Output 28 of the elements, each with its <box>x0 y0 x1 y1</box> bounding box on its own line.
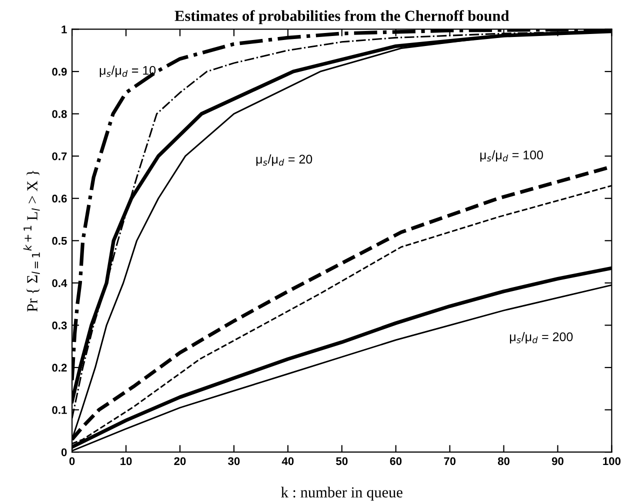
y-tick-label: 0 <box>61 448 67 456</box>
x-tick-label: 20 <box>174 457 186 466</box>
y-tick-label: 0.9 <box>52 68 67 76</box>
y-tick-label: 0.5 <box>52 236 67 245</box>
x-tick-label: 30 <box>228 457 240 466</box>
y-tick-label: 0.2 <box>52 364 67 372</box>
x-tick-label: 10 <box>120 457 132 466</box>
y-tick-label: 1 <box>62 26 67 34</box>
y-tick-label: 0.6 <box>52 194 67 203</box>
x-tick-label: 40 <box>282 457 294 466</box>
x-tick-label: 70 <box>444 457 456 466</box>
y-tick-label: 0.7 <box>52 152 67 160</box>
x-axis-title: k : number in queue <box>281 486 402 501</box>
annotation: μ$_{s}$/μ$_{d}$ = 20 <box>256 154 312 166</box>
chart-title: Estimates of probabilities from the Chernoff bound <box>174 10 510 24</box>
y-tick-label: 0.3 <box>52 322 67 330</box>
y-tick-label: 0.8 <box>52 110 67 118</box>
x-tick-label: 60 <box>390 457 402 466</box>
y-axis-title: Pr { Σ$_{l=1}$$^{k+1}$ L$_{l}$ > X } <box>23 170 40 312</box>
x-tick-label: 90 <box>552 457 564 466</box>
annotation: μ$_{s}$/μ$_{d}$ = 100 <box>480 150 543 162</box>
x-tick-label: 50 <box>336 457 348 466</box>
x-tick-label: 80 <box>498 457 510 466</box>
x-tick-label: 100 <box>603 457 620 466</box>
x-tick-label: 0 <box>69 457 75 466</box>
y-tick-label: 0.4 <box>52 279 68 288</box>
y-tick-label: 0.1 <box>52 406 67 414</box>
annotation: μ$_{s}$/μ$_{d}$ = 200 <box>510 332 573 344</box>
